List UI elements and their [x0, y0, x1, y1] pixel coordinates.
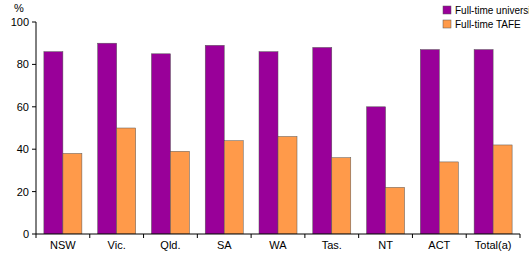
- x-tick: [143, 234, 144, 238]
- y-tick-label: 20: [17, 186, 29, 198]
- x-tick: [358, 234, 359, 238]
- bar: [151, 54, 170, 234]
- x-tick-label: Vic.: [108, 239, 126, 251]
- x-tick: [36, 234, 37, 238]
- bar: [98, 43, 117, 234]
- chart-container: % 0 20 40 60 80 100 NSW Vic. Qld. SA WA Tas. NT ACT Tot…: [0, 0, 529, 253]
- x-tick: [197, 234, 198, 238]
- bar: [259, 52, 278, 234]
- legend-swatch: [443, 20, 451, 28]
- bar: [205, 45, 224, 234]
- bar: [332, 158, 351, 234]
- chart: % 0 20 40 60 80 100 NSW Vic. Qld. SA WA Tas. NT ACT Tot…: [0, 0, 529, 253]
- x-tick: [412, 234, 413, 238]
- bar: [493, 145, 512, 234]
- bar: [420, 50, 439, 234]
- y-tick: [32, 149, 36, 150]
- y-axis-label: %: [14, 2, 24, 14]
- x-tick-label: NSW: [50, 239, 76, 251]
- legend-label: Full-time university: [455, 5, 529, 16]
- x-tick-label: NT: [378, 239, 393, 251]
- bar: [170, 151, 189, 234]
- bar: [386, 187, 405, 234]
- bar: [367, 107, 386, 234]
- y-tick: [32, 191, 36, 192]
- bar: [474, 50, 493, 234]
- y-axis: [36, 22, 37, 234]
- y-tick-label: 60: [17, 101, 29, 113]
- x-tick-label: WA: [269, 239, 287, 251]
- y-tick: [32, 234, 36, 235]
- x-tick-label: SA: [217, 239, 232, 251]
- x-tick: [520, 234, 521, 238]
- y-tick: [32, 22, 36, 23]
- x-tick: [466, 234, 467, 238]
- y-tick: [32, 64, 36, 65]
- x-tick-label: Tas.: [322, 239, 342, 251]
- y-tick-label: 100: [11, 16, 29, 28]
- bar: [313, 47, 332, 234]
- x-tick: [304, 234, 305, 238]
- y-tick-label: 80: [17, 58, 29, 70]
- bar: [63, 153, 82, 234]
- y-tick: [32, 106, 36, 107]
- y-tick-label: 40: [17, 143, 29, 155]
- legend-label: Full-time TAFE: [455, 19, 521, 30]
- bars: [44, 43, 512, 234]
- x-axis: [36, 234, 520, 235]
- bar: [439, 162, 458, 234]
- bar: [44, 52, 63, 234]
- x-tick: [89, 234, 90, 238]
- x-tick-label: Total(a): [475, 239, 512, 251]
- legend-swatch: [443, 6, 451, 14]
- bar: [117, 128, 136, 234]
- x-tick: [251, 234, 252, 238]
- bar: [278, 136, 297, 234]
- x-tick-label: ACT: [428, 239, 450, 251]
- y-tick-label: 0: [23, 228, 29, 240]
- x-tick-label: Qld.: [160, 239, 180, 251]
- bar: [224, 141, 243, 234]
